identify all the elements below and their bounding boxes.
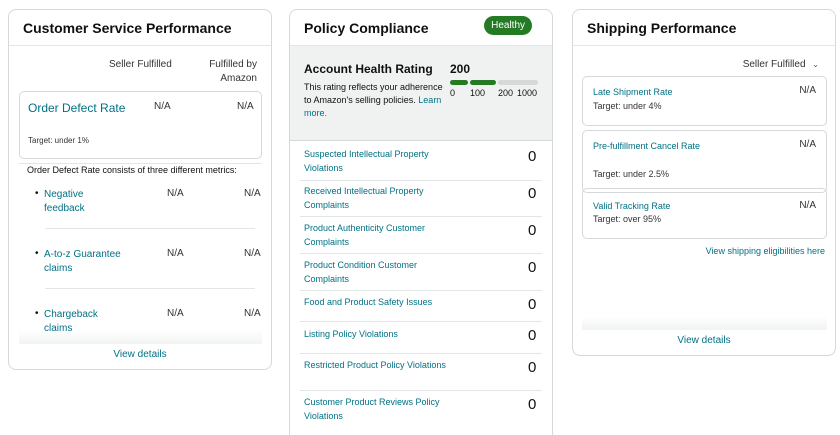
metric-negative-feedback: • Negative feedback N/A N/A [35,188,261,218]
ahr-scale-segment-3 [498,80,538,85]
shipping-performance-header: Shipping Performance [573,10,835,46]
product-authenticity-count: 0 [528,222,537,239]
listing-policy-link[interactable]: Listing Policy Violations [304,329,398,339]
listing-policy-count: 0 [528,327,537,344]
negative-feedback-amazon: N/A [244,188,261,199]
late-shipment-value: N/A [799,85,816,96]
policy-compliance-card: Policy Compliance Healthy Account Health… [289,9,553,435]
customer-service-title: Customer Service Performance [23,19,232,36]
shipping-view-details-link[interactable]: View details [677,335,731,346]
chevron-down-icon: ⌄ [812,60,819,69]
odr-amazon-value: N/A [237,101,254,112]
atoz-claims-seller: N/A [167,248,184,259]
divider [19,163,262,164]
policy-compliance-header: Policy Compliance Healthy [290,10,552,46]
valid-tracking-link[interactable]: Valid Tracking Rate [593,201,671,211]
account-health-rating-panel: Account Health Rating 200 This rating re… [290,46,552,141]
divider [45,228,255,229]
metric-chargeback-claims: • Chargeback claims N/A N/A [35,308,261,338]
divider [300,253,542,254]
odr-seller-value: N/A [154,101,171,112]
pre-fulfillment-cancel-value: N/A [799,139,816,150]
pre-fulfillment-cancel-target: Target: under 2.5% [593,169,670,179]
divider [45,288,255,289]
fulfillment-dropdown[interactable]: Seller Fulfilled ⌄ [743,59,819,70]
valid-tracking-target: Target: over 95% [593,214,662,224]
pre-fulfillment-cancel-box: Pre-fulfillment Cancel Rate Target: unde… [582,130,827,193]
negative-feedback-seller: N/A [167,188,184,199]
odr-target: Target: under 1% [28,136,89,145]
shipping-performance-title: Shipping Performance [587,19,737,36]
atoz-claims-link[interactable]: A-to-z Guarantee claims [44,249,121,274]
shipping-eligibilities-link[interactable]: View shipping eligibilities here [705,246,825,256]
ahr-tick-200: 200 [498,88,514,98]
ahr-tick-0: 0 [450,88,456,98]
fulfillment-dropdown-value: Seller Fulfilled [742,59,806,70]
ahr-scale-segment-2 [470,80,496,85]
late-shipment-link[interactable]: Late Shipment Rate [593,87,673,97]
product-authenticity-link[interactable]: Product Authenticity Customer Complaints [304,223,426,247]
suspected-ip-violations-link[interactable]: Suspected Intellectual Property Violatio… [304,149,429,173]
scroll-fade [582,316,827,330]
bullet: • [35,248,39,259]
suspected-ip-violations-count: 0 [528,148,537,165]
product-condition-count: 0 [528,259,537,276]
ahr-tick-1000: 1000 [517,88,538,98]
chargeback-claims-seller: N/A [167,308,184,319]
ahr-scale-segment-1 [450,80,468,85]
ahr-description-text: This rating reflects your adherence to A… [304,82,443,105]
valid-tracking-value: N/A [799,200,816,211]
learn-more-link[interactable]: Learn more. [304,95,442,118]
cs-view-details-link[interactable]: View details [113,349,167,360]
divider [300,216,542,217]
food-safety-count: 0 [528,296,537,313]
account-health-rating-description: This rating reflects your adherence to A… [304,81,444,120]
customer-service-header: Customer Service Performance [9,10,271,46]
column-fulfilled-by: Fulfilled by [209,59,257,70]
shipping-performance-card: Shipping Performance Seller Fulfilled ⌄ … [572,9,836,356]
odr-consists-text: Order Defect Rate consists of three diff… [27,165,237,175]
chargeback-claims-link[interactable]: Chargeback claims [44,309,98,334]
divider [300,321,542,322]
account-health-rating-score: 200 [450,62,471,76]
divider [300,290,542,291]
chargeback-claims-amazon: N/A [244,308,261,319]
bullet: • [35,308,39,319]
metric-atoz-claims: • A-to-z Guarantee claims N/A N/A [35,248,261,278]
bullet: • [35,188,39,199]
late-shipment-box: Late Shipment Rate Target: under 4% N/A [582,76,827,126]
food-safety-link[interactable]: Food and Product Safety Issues [304,297,433,307]
divider [300,390,542,391]
policy-compliance-title: Policy Compliance [304,19,429,36]
divider [300,353,542,354]
received-ip-complaints-count: 0 [528,185,537,202]
restricted-product-count: 0 [528,359,537,376]
late-shipment-target: Target: under 4% [593,101,662,111]
product-reviews-link[interactable]: Customer Product Reviews Policy Violatio… [304,397,440,421]
valid-tracking-box: Valid Tracking Rate Target: over 95% N/A [582,188,827,239]
product-reviews-count: 0 [528,396,537,413]
scroll-fade [19,330,262,344]
account-health-rating-title: Account Health Rating [304,62,433,76]
received-ip-complaints-link[interactable]: Received Intellectual Property Complaint… [304,186,424,210]
restricted-product-link[interactable]: Restricted Product Policy Violations [304,360,446,370]
column-amazon: Amazon [220,73,257,84]
order-defect-rate-box: Order Defect Rate N/A N/A Target: under … [19,91,262,159]
healthy-status-badge: Healthy [484,16,532,35]
divider [300,180,542,181]
pre-fulfillment-cancel-link[interactable]: Pre-fulfillment Cancel Rate [593,141,701,151]
negative-feedback-link[interactable]: Negative feedback [44,189,85,214]
order-defect-rate-link[interactable]: Order Defect Rate [28,101,126,115]
column-seller-fulfilled: Seller Fulfilled [109,59,172,70]
ahr-tick-100: 100 [470,88,486,98]
atoz-claims-amazon: N/A [244,248,261,259]
product-condition-link[interactable]: Product Condition Customer Complaints [304,260,418,284]
customer-service-card: Customer Service Performance Seller Fulf… [8,9,272,370]
